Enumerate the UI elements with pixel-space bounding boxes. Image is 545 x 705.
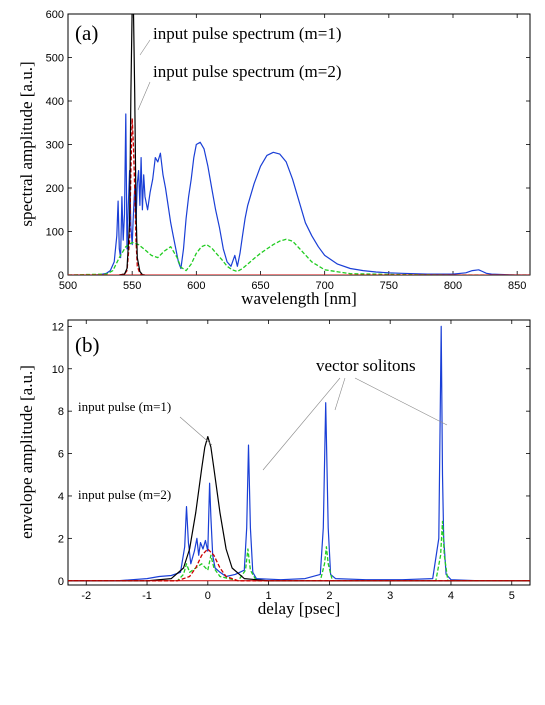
x-tick-label-b: 5: [509, 590, 515, 602]
x-tick-label-a: 650: [251, 280, 269, 292]
x-tick-label-a: 550: [123, 280, 141, 292]
annotation-leader-pulse-m1: [179, 416, 213, 446]
x-axis-label-b: delay [psec]: [258, 599, 341, 618]
x-tick-label-a: 700: [315, 280, 333, 292]
y-tick-label-a: 600: [46, 9, 64, 21]
annotation-leader-m2: [137, 81, 151, 111]
x-tick-label-a: 750: [380, 280, 398, 292]
x-tick-label-b: 0: [205, 590, 211, 602]
y-tick-label-a: 200: [46, 183, 64, 195]
annotation-input-pulse-m1: input pulse (m=1): [78, 399, 171, 414]
series-line-a-2: [68, 113, 530, 275]
plot-frame-b: [67, 319, 531, 586]
y-tick-label-b: 8: [58, 406, 64, 418]
y-tick-label-b: 12: [52, 321, 64, 333]
annotation-leader-solitons-3: [354, 377, 448, 426]
series-line-a-0: [119, 14, 146, 275]
x-tick-label-b: 3: [387, 590, 393, 602]
x-tick-label-b: -1: [142, 590, 152, 602]
x-tick-label-a: 600: [187, 280, 205, 292]
y-axis-label-b: envelope amplitude [a.u.]: [17, 365, 36, 539]
plot-frame-a: [67, 13, 531, 276]
annotation-leader-solitons-2: [334, 377, 346, 411]
y-axis-label-a: spectral amplitude [a.u.]: [17, 61, 36, 226]
x-tick-label-a: 800: [444, 280, 462, 292]
y-tick-label-b: 2: [58, 533, 64, 545]
panel-label-a: (a): [75, 21, 98, 45]
annotation-input-pulse-m2: input pulse (m=2): [78, 487, 171, 502]
y-tick-label-a: 400: [46, 96, 64, 108]
x-tick-label-b: 4: [448, 590, 454, 602]
y-tick-label-b: 0: [58, 576, 64, 588]
y-tick-label-b: 6: [58, 449, 64, 461]
y-tick-label-a: 500: [46, 53, 64, 65]
y-tick-label-b: 10: [52, 364, 64, 376]
series-line-b-0: [68, 436, 530, 582]
y-tick-label-a: 100: [46, 227, 64, 239]
envelope-series: [68, 325, 530, 582]
annotation-input-m2: input pulse spectrum (m=2): [153, 62, 342, 81]
panel-label-b: (b): [75, 333, 100, 357]
series-line-a-1: [119, 117, 143, 275]
x-tick-label-a: 850: [508, 280, 526, 292]
x-tick-label-b: 1: [266, 590, 272, 602]
y-tick-label-a: 300: [46, 140, 64, 152]
series-line-b-3: [68, 520, 530, 582]
series-line-b-1: [68, 548, 530, 582]
y-tick-label-b: 4: [58, 491, 64, 503]
annotation-leader-m1: [139, 39, 151, 56]
spectrum-panel: 500 550 600 650 700 750 800 850 0 100 200 300 400 500…: [17, 9, 531, 308]
annotation-input-m1: input pulse spectrum (m=1): [153, 24, 342, 43]
x-tick-label-b: -2: [81, 590, 91, 602]
annotation-leader-solitons-1: [262, 377, 341, 471]
axis-ticks-a: 500 550 600 650 700 750 800 850 0 100 200 300 400 500…: [46, 9, 530, 292]
series-line-b-2: [68, 325, 530, 582]
x-tick-label-a: 500: [59, 280, 77, 292]
spectrum-series: [68, 14, 530, 275]
x-axis-label-a: wavelength [nm]: [241, 289, 357, 308]
y-tick-label-a: 0: [58, 270, 64, 282]
series-line-a-3: [68, 238, 530, 275]
x-tick-label-b: 2: [326, 590, 332, 602]
annotation-vector-solitons: vector solitons: [316, 356, 416, 375]
